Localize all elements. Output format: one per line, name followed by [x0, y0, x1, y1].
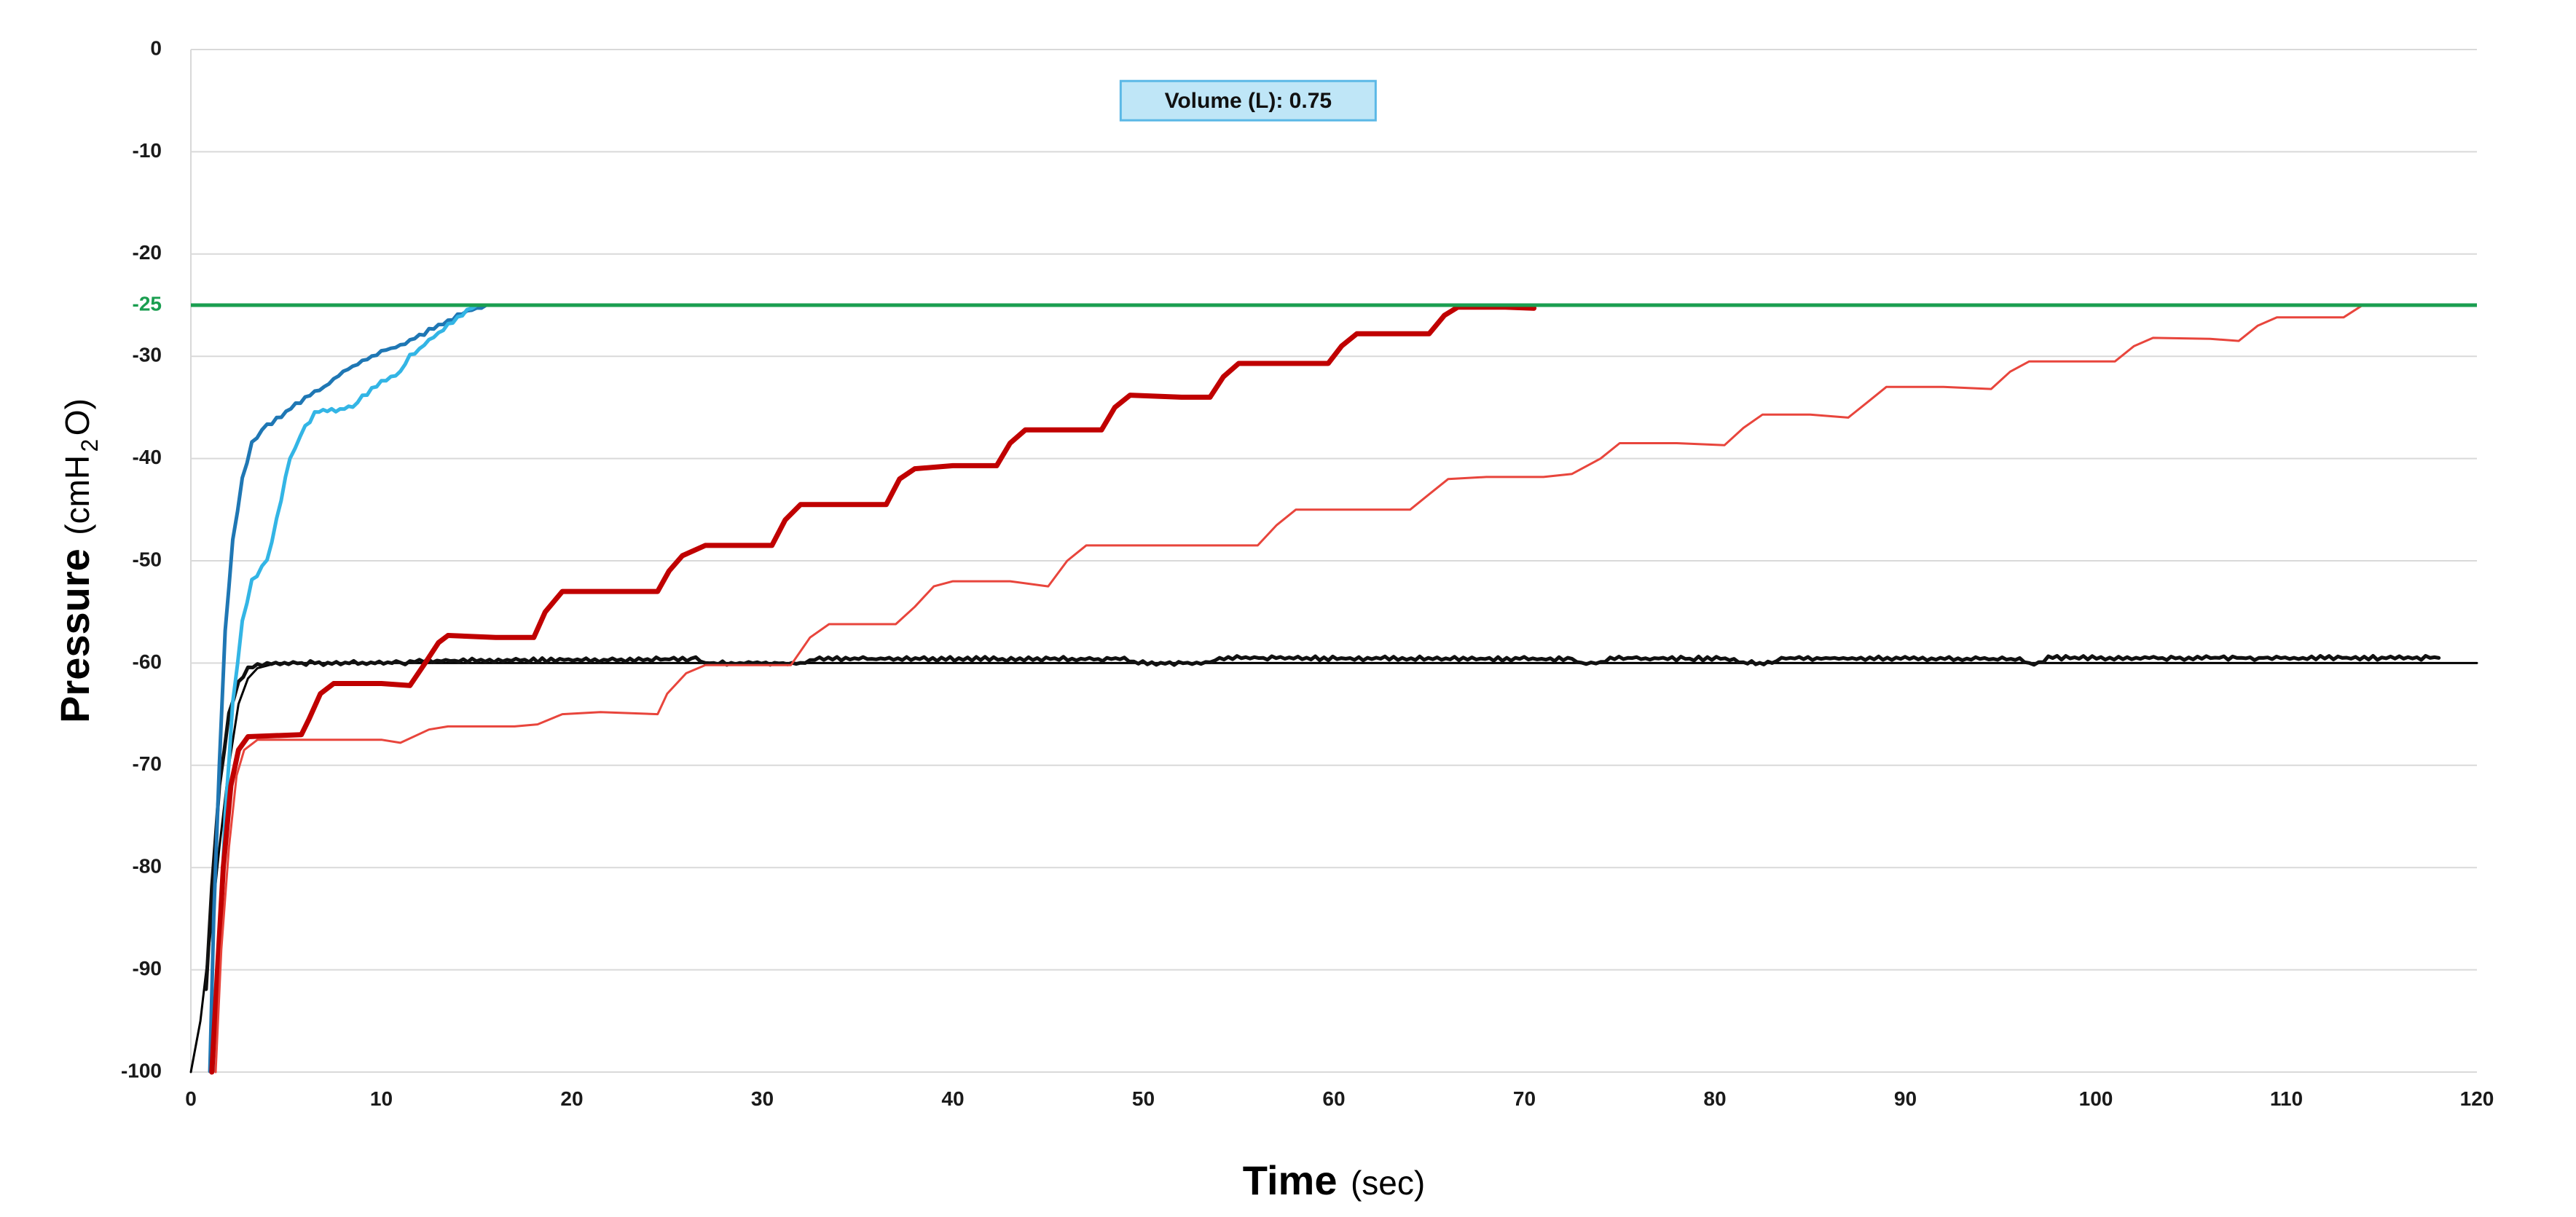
y-tick-label: -80	[133, 855, 162, 878]
x-tick-label: 30	[751, 1087, 774, 1110]
volume-annotation: Volume (L): 0.75	[1119, 79, 1377, 122]
y-tick-label: -30	[133, 344, 162, 366]
volume-annotation-text: Volume (L): 0.75	[1165, 89, 1332, 113]
y-axis-title-unit-prefix: (cmH	[58, 455, 96, 535]
x-axis-title: Time (sec)	[1243, 1157, 1425, 1203]
y-tick-label: -100	[121, 1059, 162, 1082]
y-tick-label: -20	[133, 241, 162, 264]
y-axis-title-unit-sub: 2	[76, 439, 103, 452]
x-tick-label: 100	[2079, 1087, 2113, 1110]
x-tick-label: 80	[1703, 1087, 1726, 1110]
series-lines	[189, 303, 2478, 1075]
x-tick-label: 110	[2270, 1087, 2303, 1110]
x-tick-label: 50	[1132, 1087, 1155, 1110]
gridlines	[190, 49, 2477, 1073]
y-tick-label: -90	[133, 957, 162, 980]
y-axis-title: Pressure (cmH 2 O)	[52, 398, 103, 723]
y-tick-label: -10	[133, 139, 162, 162]
series-line-6	[214, 304, 2364, 1074]
y-axis-title-main: Pressure	[52, 548, 98, 723]
x-tick-label: 10	[370, 1087, 393, 1110]
x-tick-label: 40	[941, 1087, 964, 1110]
x-axis-title-main: Time	[1243, 1157, 1338, 1203]
series-line-3	[208, 303, 488, 1074]
volume-annotation-box	[1119, 79, 1377, 122]
y-tick-label: -70	[133, 752, 162, 775]
y-tick-label: -60	[133, 650, 162, 673]
x-tick-label: 90	[1894, 1087, 1917, 1110]
y-axis-title-unit-suffix: O)	[58, 398, 96, 436]
threshold-line-group: -25	[133, 292, 2477, 315]
x-tick-label: 70	[1513, 1087, 1536, 1110]
series-line-5	[209, 304, 1537, 1075]
x-tick-label: 120	[2460, 1087, 2494, 1110]
x-axis-title-unit: (sec)	[1351, 1164, 1425, 1202]
series-line-4	[211, 303, 479, 1073]
y-tick-label: -50	[133, 548, 162, 570]
y-tick-label: 0	[150, 36, 162, 59]
x-tick-label: 0	[185, 1087, 197, 1110]
tick-labels: 0 -10 -20 -30 -40 -50 -60 -70 -80 -90 -100 0 10 20 30 4…	[121, 36, 2494, 1110]
series-line-2	[204, 654, 2441, 991]
y-tick-label: -40	[133, 446, 162, 468]
x-tick-label: 20	[560, 1087, 583, 1110]
x-tick-label: 60	[1322, 1087, 1345, 1110]
threshold-label: -25	[133, 292, 162, 315]
